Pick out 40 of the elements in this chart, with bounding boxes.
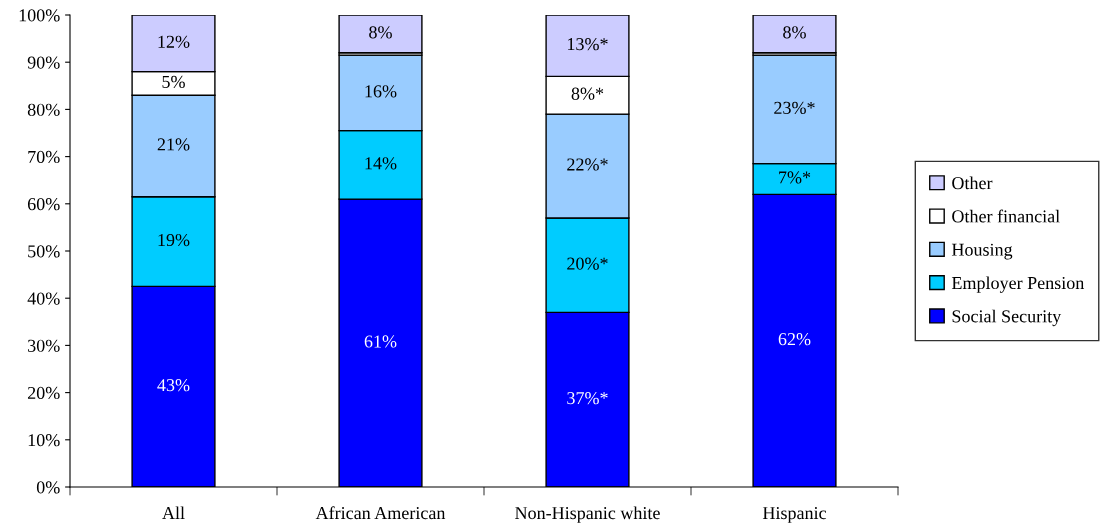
data-label: 7%*	[779, 171, 811, 184]
x-tick-label: All	[162, 506, 185, 519]
data-label: 12%	[158, 35, 190, 48]
data-label: 20%*	[567, 257, 608, 270]
y-tick-label: 80%	[27, 103, 60, 116]
legend-label: Other financial	[952, 209, 1060, 223]
legend-label: Employer Pension	[951, 276, 1085, 293]
y-tick-label: 40%	[27, 292, 60, 305]
legend-label: Other	[952, 176, 993, 190]
y-tick-label: 50%	[28, 245, 60, 258]
y-tick-label: 0%	[36, 481, 60, 494]
bar	[752, 15, 837, 54]
data-label: 19%	[158, 233, 190, 247]
y-tick-label: 100%	[19, 9, 60, 22]
data-label: 43%	[157, 379, 190, 392]
x-tick-label: Hispanic	[762, 507, 827, 523]
data-label: 5%	[162, 75, 185, 89]
y-tick-label: 90%	[27, 56, 60, 69]
data-label: 8%*	[571, 87, 604, 100]
x-tick-label: African American	[315, 506, 446, 520]
legend-label: Housing	[951, 243, 1013, 260]
data-label: 8%	[783, 26, 806, 39]
y-tick-label: 10%	[28, 434, 60, 447]
data-label: 23%*	[774, 101, 815, 114]
data-label: 16%	[365, 85, 397, 98]
data-label: 22%*	[567, 158, 608, 171]
data-label: 37%*	[567, 392, 608, 405]
data-label: 8%	[369, 26, 392, 39]
x-tick-label: Non-Hispanic white	[515, 506, 660, 523]
legend-label: Social Security	[952, 309, 1062, 327]
data-label: 14%	[365, 157, 397, 170]
y-tick-label: 30%	[28, 339, 60, 352]
y-tick-label: 60%	[27, 198, 60, 211]
data-label: 62%	[778, 333, 811, 346]
y-tick-label: 20%	[27, 386, 60, 400]
data-label: 13%*	[568, 38, 608, 51]
data-label: 21%	[157, 138, 190, 151]
y-tick-label: 70%	[28, 150, 60, 164]
bar	[338, 15, 423, 54]
data-label: 61%	[364, 335, 397, 348]
